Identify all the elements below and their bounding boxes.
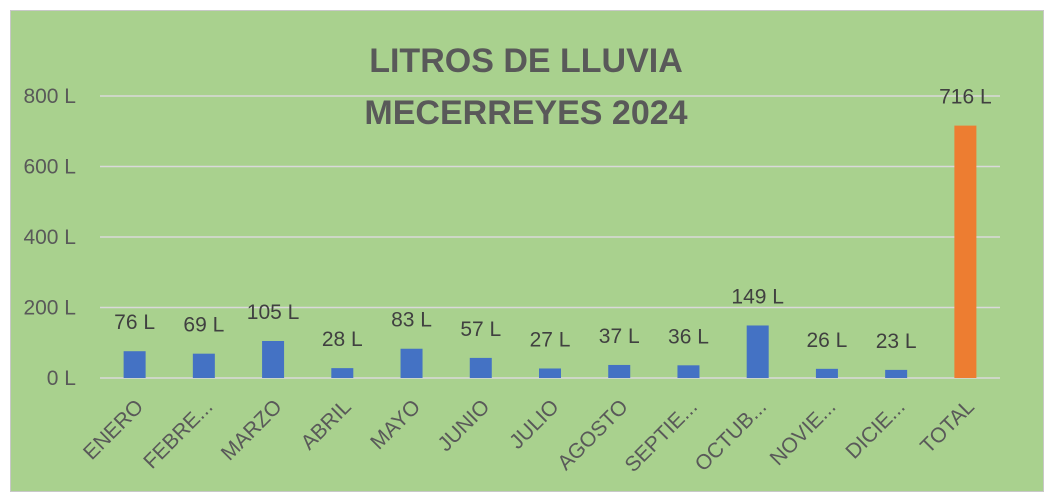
- y-axis-ticks: 0 L 200 L 400 L 600 L 800 L: [23, 85, 76, 390]
- data-label: 149 L: [731, 285, 784, 308]
- bar: [608, 364, 631, 378]
- y-tick-label: 200 L: [23, 297, 76, 320]
- x-tick-label: DICIE...: [841, 395, 909, 463]
- bar-total: [954, 125, 977, 378]
- x-tick-label: ABRIL: [297, 395, 356, 454]
- bar: [746, 325, 769, 378]
- bar: [539, 368, 561, 378]
- data-label: 69 L: [183, 314, 224, 337]
- chart-title-line-2: MECERREYES 2024: [364, 94, 687, 132]
- y-tick-label: 0 L: [47, 367, 76, 390]
- x-tick-label: AGOSTO: [553, 395, 633, 475]
- x-tick-label: MARZO: [217, 395, 287, 465]
- y-tick-label: 600 L: [23, 156, 76, 179]
- bar: [469, 357, 492, 378]
- x-tick-label: TOTAL: [916, 395, 979, 458]
- data-label: 23 L: [876, 330, 917, 353]
- bar: [885, 369, 908, 378]
- data-label: 27 L: [530, 328, 571, 351]
- x-tick-label: ENERO: [79, 395, 148, 464]
- x-tick-label: NOVIE...: [766, 395, 841, 470]
- bar: [677, 365, 700, 378]
- bar: [331, 368, 354, 378]
- data-label: 76 L: [114, 311, 155, 334]
- data-label: 28 L: [322, 328, 363, 351]
- data-labels: 76 L 69 L 105 L 28 L 83 L 57 L 27 L 37 L 36 L 149…: [114, 86, 991, 353]
- bars: [123, 125, 977, 378]
- data-label: 57 L: [460, 318, 501, 341]
- x-tick-label: JUNIO: [433, 395, 494, 456]
- bar: [400, 348, 423, 378]
- data-label: 37 L: [599, 325, 640, 348]
- y-tick-label: 400 L: [23, 226, 76, 249]
- bar: [815, 368, 838, 378]
- data-label: 36 L: [668, 325, 709, 348]
- bar: [123, 351, 146, 378]
- chart-area: [10, 10, 1044, 492]
- data-label: 83 L: [391, 309, 432, 332]
- bar: [192, 353, 215, 378]
- x-tick-label: FEBRE...: [139, 395, 217, 473]
- data-label: 26 L: [806, 329, 847, 352]
- x-tick-label: SEPTIE...: [621, 395, 702, 476]
- x-tick-label: OCTUB...: [691, 395, 772, 476]
- x-tick-label: JULIO: [505, 395, 563, 453]
- x-tick-label: MAYO: [366, 395, 425, 454]
- bar: [262, 340, 285, 378]
- y-tick-label: 800 L: [23, 85, 76, 108]
- data-label: 105 L: [247, 301, 300, 324]
- gridlines: [100, 95, 1000, 379]
- data-label: 716 L: [939, 86, 992, 109]
- chart-title-line-1: LITROS DE LLUVIA: [369, 42, 683, 80]
